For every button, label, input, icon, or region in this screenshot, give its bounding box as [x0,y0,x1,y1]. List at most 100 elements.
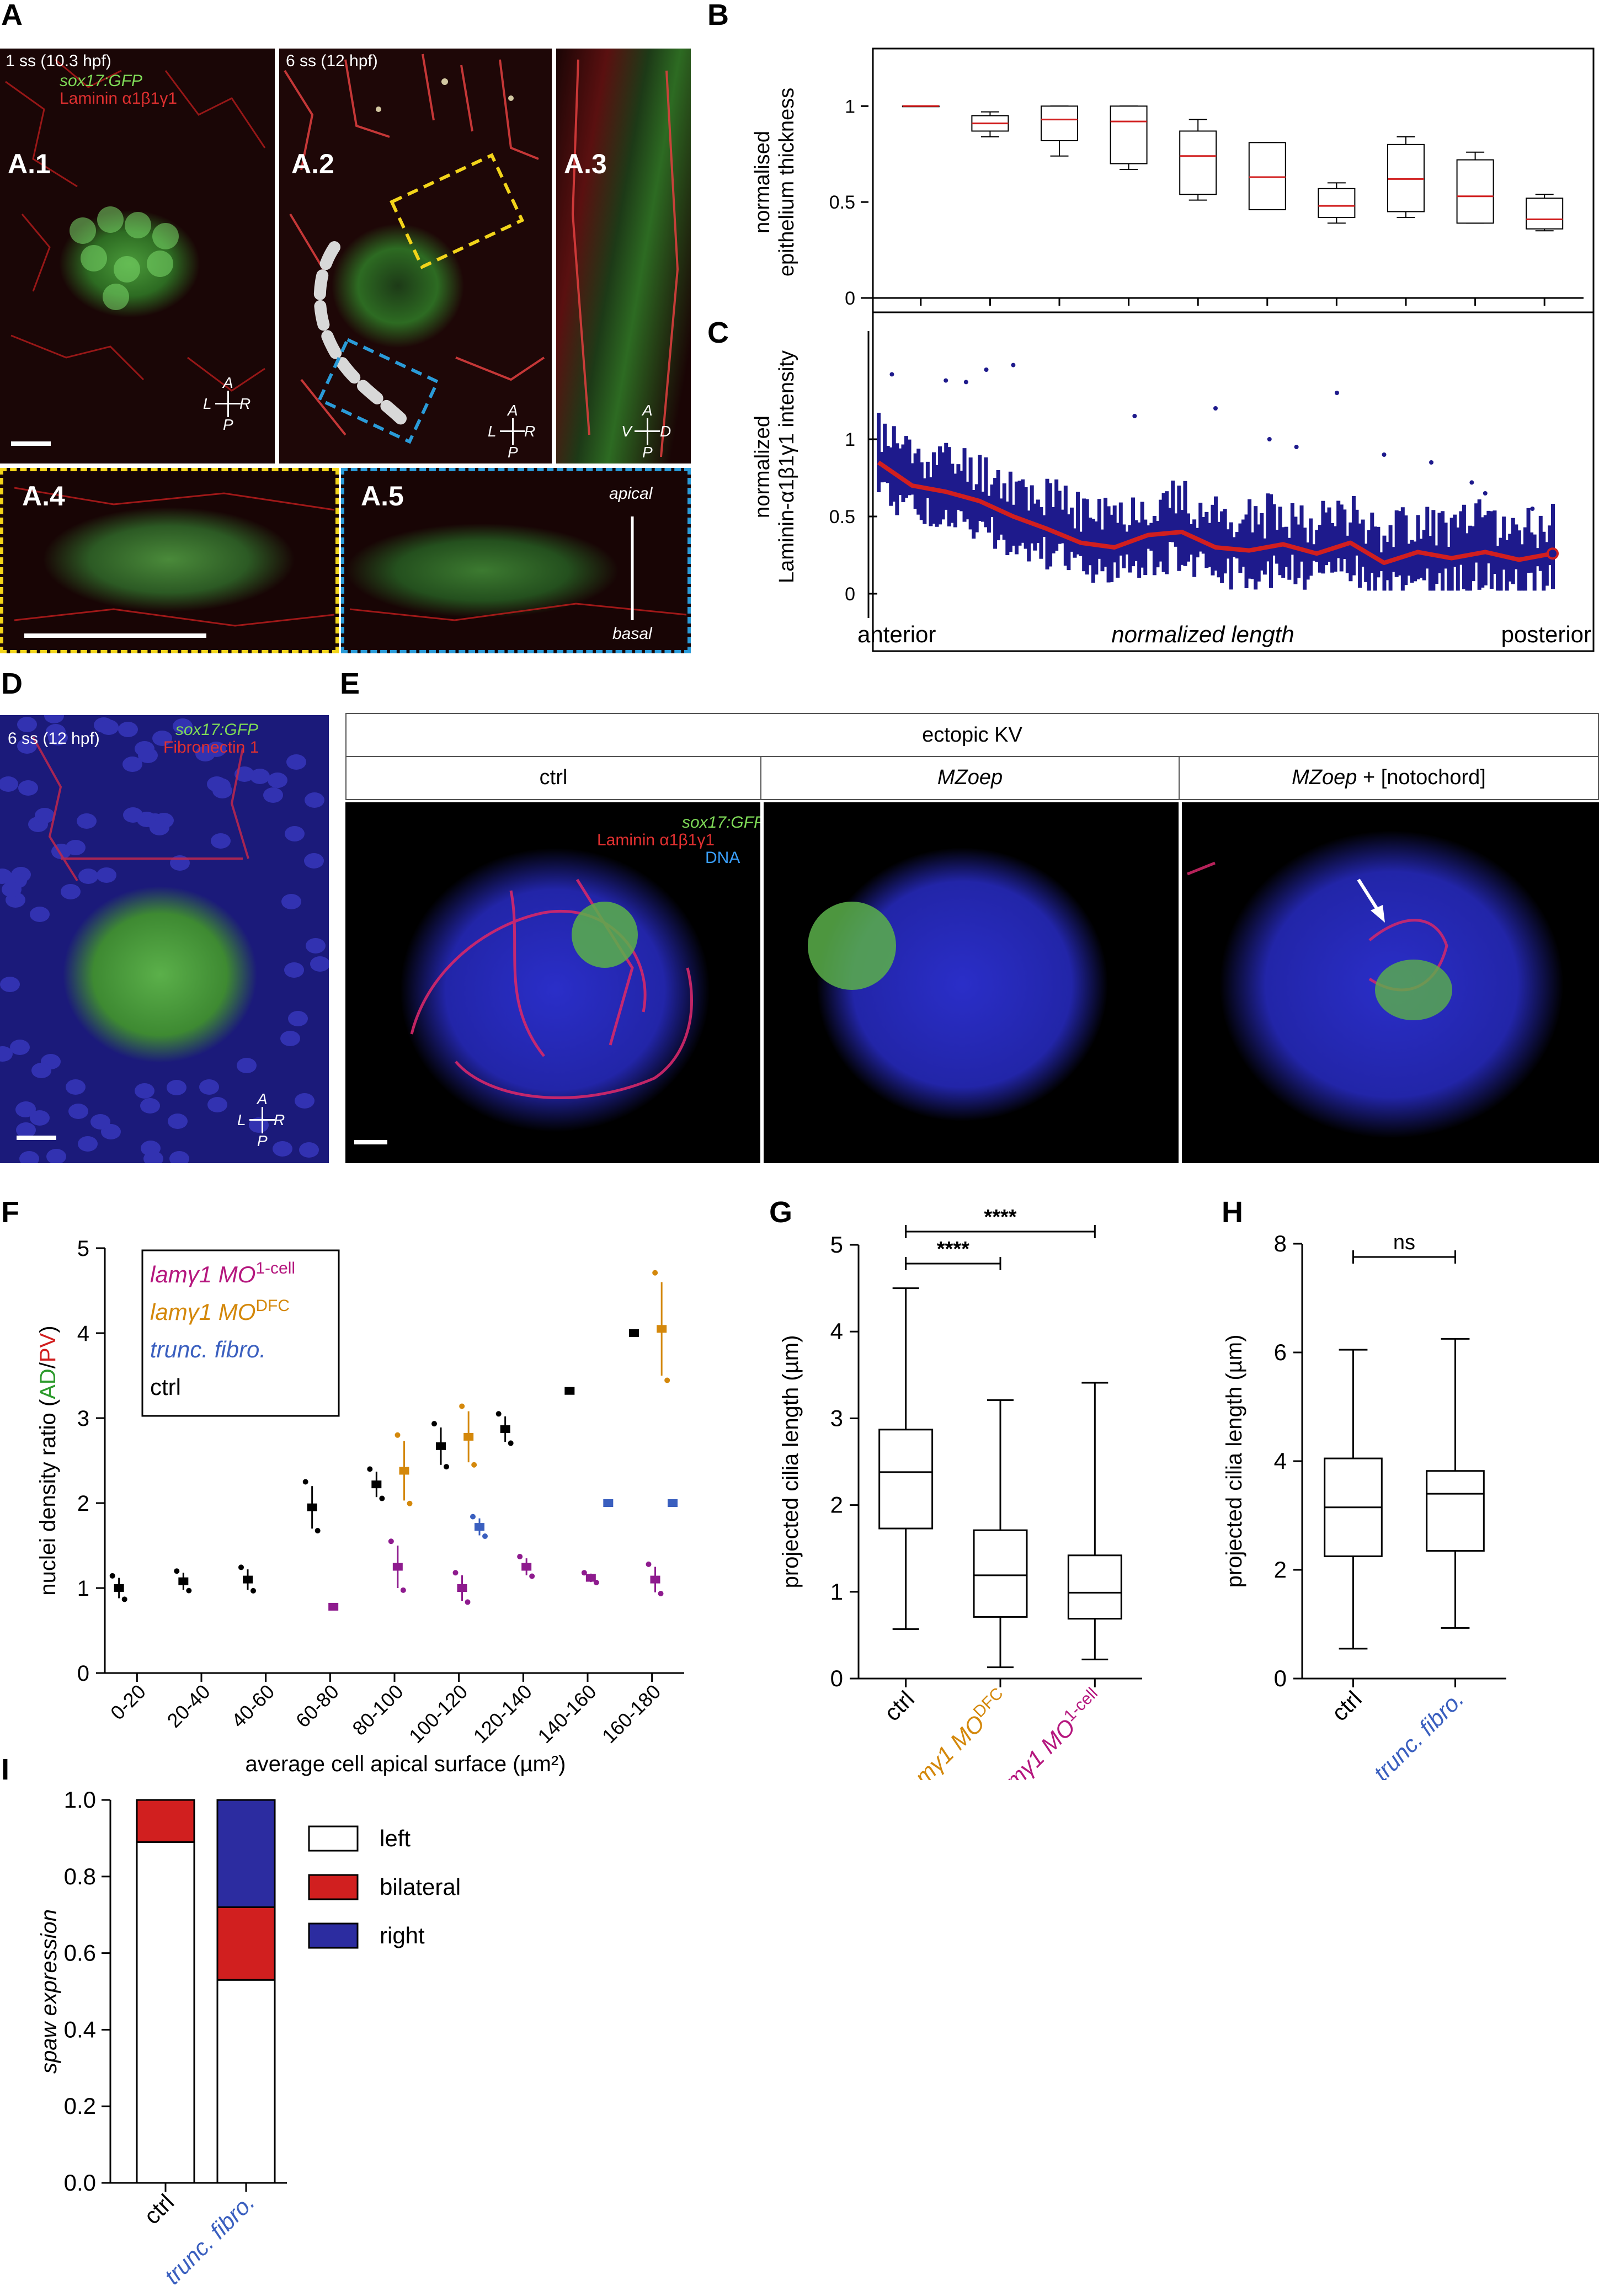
variability-bar [919,462,924,520]
variability-bar [1180,510,1184,565]
nucleus [15,1102,35,1117]
mean-marker [371,1480,382,1489]
variability-bar [1400,507,1405,591]
axis-left: L [203,395,212,412]
variability-bar [886,445,890,483]
nucleus [35,808,55,823]
nucleus [249,1117,269,1133]
variability-bar [1250,532,1255,579]
variability-bar [1296,524,1300,578]
y-tick-label-f: 3 [77,1407,89,1431]
variability-bar [1112,505,1117,563]
variability-bar [1033,503,1037,551]
variability-bar [883,423,887,482]
y-tick-label-b: 1 [845,96,855,117]
data-point [495,1411,502,1417]
y-tick-label: 0 [1274,1665,1287,1691]
variability-bar [1118,502,1123,556]
variability-bar [1465,533,1469,591]
outlier-point [1469,480,1474,485]
nucleus [268,773,287,788]
y-tick-label: 3 [830,1405,843,1431]
variability-bar [1453,514,1457,567]
significance-label: ns [1393,1231,1415,1254]
variability-bar [1211,504,1215,576]
variability-bar [1290,503,1294,555]
y-label-line: normalised [751,131,774,233]
box [878,1429,934,1530]
variability-bar [980,492,985,522]
nucleus [77,813,97,829]
variability-bar [1505,540,1509,591]
axis-bottom: P [257,1132,268,1149]
variability-bar [907,439,912,496]
variability-bar [1441,511,1445,591]
variability-bar [1404,515,1408,585]
y-axis-label: projected cilia length (µm) [1222,1335,1246,1588]
category-text: lamγ1 MO [987,1714,1080,1780]
y-tick-label-f: 4 [77,1322,89,1346]
variability-bar [1303,528,1307,590]
nucleus [152,731,172,746]
data-point [379,1495,385,1501]
variability-bar [1551,503,1555,589]
axis-left: V [621,423,632,440]
y-label-part: AD [36,1368,60,1399]
legend-label: bilateral [380,1874,461,1900]
nucleus [168,1114,188,1129]
mean-marker [457,1584,467,1592]
nucleus [211,833,231,849]
scale-bar [11,441,51,446]
y-tick-label-f: 0 [77,1661,89,1686]
variability-bar [999,498,1004,535]
variability-bar [1030,485,1034,544]
variability-bar [1349,522,1353,582]
x-tick-label-f: 20-40 [163,1680,215,1732]
data-point [407,1500,413,1506]
nucleus [143,1151,163,1163]
chart-panel-h: 0 2 4 6 8 projected cilia length (µm) ctrl trun… [1222,1230,1506,1780]
x-tick-label-f: 100-120 [404,1680,472,1748]
variability-bar [1468,525,1473,591]
axis-bottom: P [508,444,518,461]
nucleus [169,1151,189,1163]
variability-bar [1431,510,1436,591]
variability-bar [966,481,970,520]
variability-bar [1159,499,1163,562]
variability-bar [1474,503,1479,563]
variability-bar [1143,519,1148,576]
data-point [482,1533,488,1539]
variability-bar [1425,507,1430,569]
data-point [367,1466,373,1472]
x-tick-label-f: 40-60 [227,1680,279,1732]
variability-bar [1437,513,1442,573]
category-sup: 1-cell [1060,1684,1101,1725]
data-point [431,1421,437,1427]
outlier-point [1132,414,1137,418]
stage-label-d: 6 ss (12 hpf) [8,729,100,748]
variability-bar [941,452,945,520]
nucleus [281,894,301,909]
variability-bar [1168,508,1172,542]
variability-bar [996,470,1000,541]
x-label-anterior: anterior [857,621,936,647]
variability-bar [1005,501,1010,556]
data-point [388,1538,394,1544]
variability-bar [1128,525,1132,573]
axis-left: L [237,1111,246,1128]
variability-bar [1152,515,1156,576]
variability-bar [1477,499,1481,590]
variability-bar [1434,545,1438,584]
outlier-point [1334,391,1339,395]
data-point [238,1564,244,1570]
nucleus [135,1083,154,1099]
y-tick-label: 2 [830,1492,843,1518]
variability-bar [1131,497,1136,567]
data-point [471,1462,477,1468]
stage-label-a2: 6 ss (12 hpf) [286,52,378,70]
data-point [508,1440,514,1446]
variability-bar [1278,507,1282,576]
nucleus [18,780,38,796]
marker-green-e: sox17:GFP [682,813,760,832]
variability-bar [1177,486,1181,571]
